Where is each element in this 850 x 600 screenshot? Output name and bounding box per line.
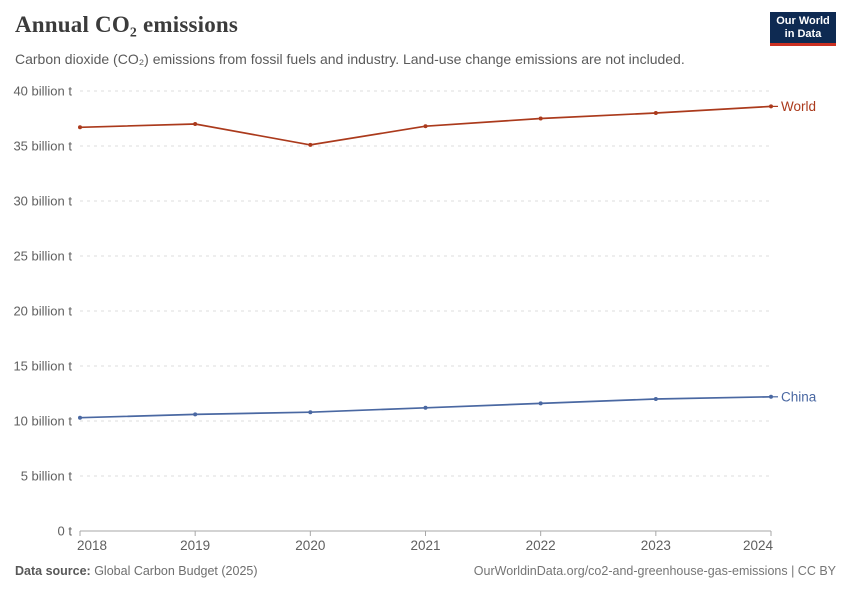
x-axis-tick-label: 2022 — [526, 538, 556, 553]
x-axis-tick-label: 2019 — [180, 538, 210, 553]
data-point-world[interactable] — [78, 125, 82, 130]
y-axis-tick-label: 5 billion t — [21, 469, 73, 484]
chart-footer: Data source: Global Carbon Budget (2025)… — [15, 564, 836, 578]
y-axis-tick-label: 40 billion t — [13, 84, 72, 99]
owid-logo-line1: Our World — [776, 14, 830, 27]
owid-logo[interactable]: Our World in Data — [770, 12, 836, 46]
data-point-world[interactable] — [308, 142, 313, 147]
data-source-value: Global Carbon Budget (2025) — [90, 564, 258, 578]
chart-subtitle: Carbon dioxide (CO₂) emissions from foss… — [15, 51, 685, 67]
series-label-world[interactable]: World — [781, 99, 816, 114]
data-source-label: Data source: — [15, 564, 91, 578]
y-axis-tick-label: 25 billion t — [13, 249, 72, 264]
data-point-china[interactable] — [193, 412, 198, 417]
x-axis-tick-label: 2023 — [641, 538, 671, 553]
data-point-china[interactable] — [308, 410, 313, 415]
y-axis-tick-label: 10 billion t — [13, 414, 72, 429]
data-point-world[interactable] — [193, 122, 198, 126]
x-axis-tick-label: 2024 — [743, 538, 774, 553]
data-point-china[interactable] — [423, 405, 428, 410]
data-source: Data source: Global Carbon Budget (2025) — [15, 564, 258, 578]
y-axis-tick-label: 20 billion t — [13, 304, 72, 319]
y-axis-tick-label: 35 billion t — [13, 139, 72, 154]
data-point-world[interactable] — [423, 124, 428, 129]
data-point-china[interactable] — [653, 397, 658, 401]
data-point-world[interactable] — [653, 111, 658, 115]
y-axis-tick-label: 15 billion t — [13, 359, 72, 374]
data-point-world[interactable] — [538, 116, 543, 121]
y-axis-tick-label: 30 billion t — [13, 194, 72, 209]
owid-logo-line2: in Data — [784, 27, 822, 40]
x-axis-tick-label: 2020 — [295, 538, 325, 553]
x-axis-tick-label: 2021 — [410, 538, 440, 553]
data-point-china[interactable] — [538, 401, 543, 406]
x-axis-tick-label: 2018 — [77, 538, 107, 553]
page-title: Annual CO₂ emissions — [15, 12, 239, 37]
footer-link[interactable]: OurWorldinData.org/co2-and-greenhouse-ga… — [473, 564, 836, 578]
series-label-china[interactable]: China — [781, 389, 817, 404]
data-point-china[interactable] — [78, 415, 82, 420]
y-axis-tick-label: 0 t — [58, 524, 73, 539]
